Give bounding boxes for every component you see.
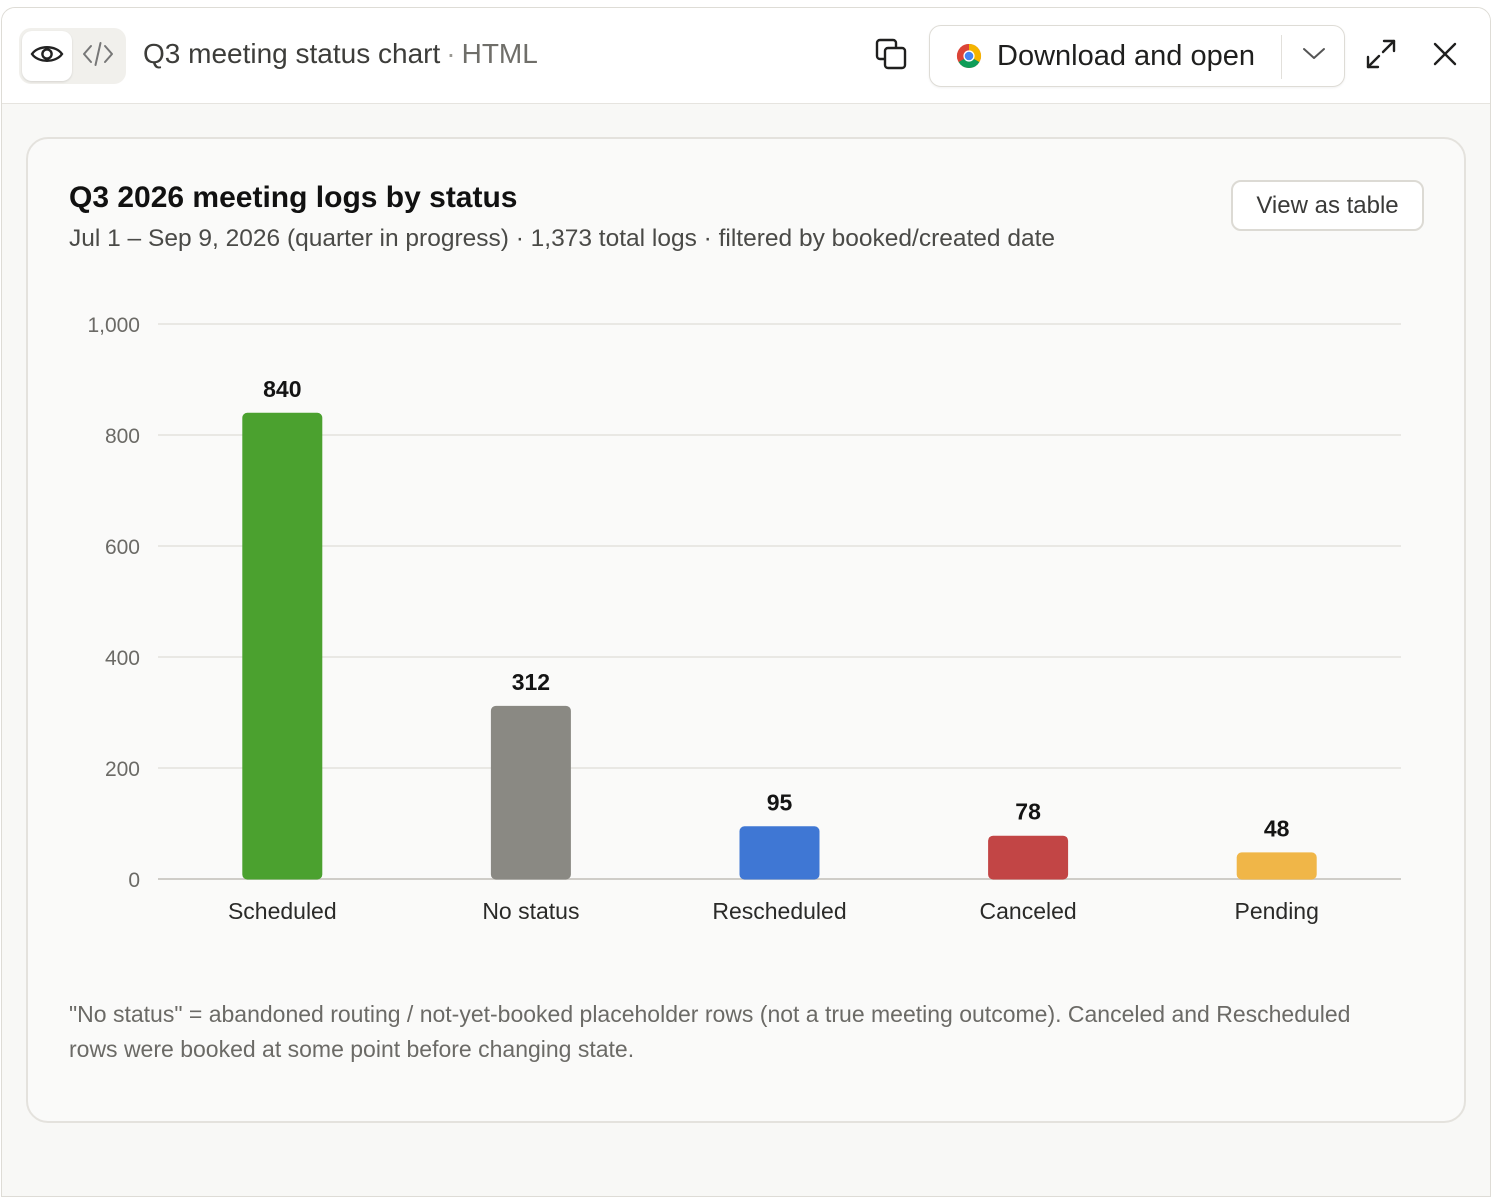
artifact-window: Q3 meeting status chart · HTML (1, 7, 1491, 1197)
expand-button[interactable] (1359, 34, 1403, 78)
view-as-table-button[interactable]: View as table (1231, 180, 1424, 231)
y-tick-label: 200 (105, 758, 140, 781)
bar-pending (1236, 852, 1317, 880)
expand-icon (1365, 38, 1397, 75)
data-label: 840 (263, 376, 301, 402)
y-tick-label: 800 (105, 425, 140, 448)
download-open-split-button: Download and open (929, 25, 1345, 87)
y-tick-label: 0 (128, 869, 140, 892)
chart-subtitle: Jul 1 – Sep 9, 2026 (quarter in progress… (69, 225, 1056, 252)
preview-tab[interactable] (22, 31, 72, 81)
data-label: 95 (767, 789, 793, 815)
artifact-title: Q3 meeting status chart · HTML (143, 38, 538, 70)
bar-scheduled (242, 412, 323, 880)
close-button[interactable] (1423, 34, 1467, 78)
x-tick-label: No status (482, 898, 579, 924)
x-tick-label: Pending (1234, 898, 1318, 924)
bar-no-status (490, 705, 571, 880)
artifact-name: Q3 meeting status chart (143, 38, 441, 69)
y-tick-label: 600 (105, 536, 140, 559)
artifact-kind: HTML (461, 38, 538, 69)
x-tick-label: Canceled (980, 898, 1077, 924)
code-tab[interactable] (73, 31, 123, 81)
copy-button[interactable] (869, 34, 913, 78)
chart-title: Q3 2026 meeting logs by status (69, 181, 518, 214)
artifact-toolbar: Q3 meeting status chart · HTML (2, 8, 1490, 104)
data-label: 48 (1264, 815, 1290, 841)
eye-icon (30, 42, 64, 71)
chart-card: Q3 2026 meeting logs by status Jul 1 – S… (26, 137, 1466, 1123)
view-mode-toggle (19, 28, 126, 84)
split-divider (1281, 35, 1282, 79)
chart-footnote: "No status" = abandoned routing / not-ye… (69, 1001, 1351, 1062)
copy-icon (874, 37, 908, 76)
bar-rescheduled (739, 826, 820, 880)
data-label: 78 (1015, 799, 1041, 825)
download-and-open-button[interactable]: Download and open (930, 26, 1282, 86)
y-tick-label: 400 (105, 647, 140, 670)
y-tick-label: 1,000 (87, 314, 140, 337)
bar-chart: 0 200 400 600 800 1,000 840 Scheduled 312 No stat… (87, 314, 1401, 924)
title-separator: · (446, 38, 456, 69)
chevron-down-icon (1302, 47, 1326, 66)
bar-canceled (988, 835, 1069, 880)
code-icon (81, 40, 115, 73)
download-options-button[interactable] (1282, 26, 1346, 86)
x-tick-label: Rescheduled (712, 898, 846, 924)
x-tick-label: Scheduled (228, 898, 337, 924)
chrome-icon (956, 43, 982, 69)
data-label: 312 (512, 669, 550, 695)
close-icon (1432, 41, 1458, 72)
download-label: Download and open (997, 39, 1255, 72)
